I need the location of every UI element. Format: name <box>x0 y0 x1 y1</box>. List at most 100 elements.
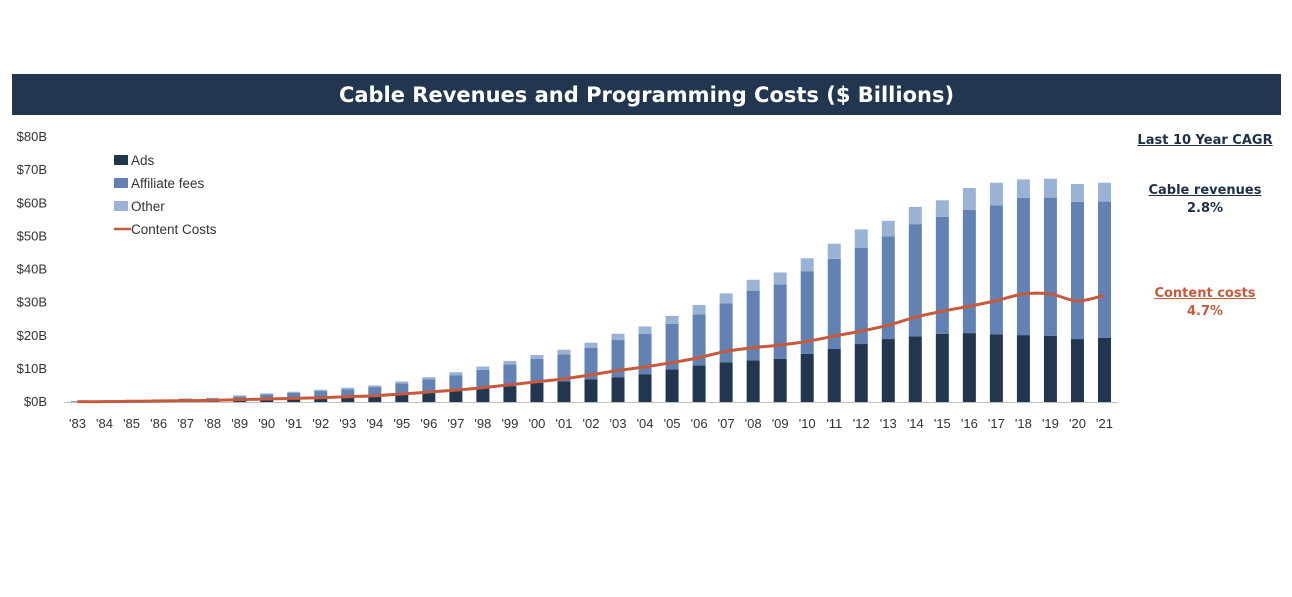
bar-other <box>287 391 301 393</box>
bar-other <box>557 349 571 355</box>
x-tick-label: '05 <box>664 416 681 431</box>
bar-affiliate-fees <box>908 224 922 337</box>
bar-ads <box>530 382 544 402</box>
y-tick-label: $80B <box>17 129 47 144</box>
x-tick-label: '91 <box>285 416 302 431</box>
x-tick-label: '96 <box>420 416 437 431</box>
x-tick-label: '10 <box>799 416 816 431</box>
x-tick-label: '93 <box>339 416 356 431</box>
legend-swatch <box>114 155 128 165</box>
x-tick-label: '02 <box>583 416 600 431</box>
bar-affiliate-fees <box>854 247 868 345</box>
bar-other <box>422 377 436 380</box>
bar-affiliate-fees <box>233 396 247 400</box>
y-tick-label: $10B <box>17 361 47 376</box>
x-tick-label: '07 <box>718 416 735 431</box>
bar-other <box>233 395 247 397</box>
bar-affiliate-fees <box>773 284 787 359</box>
bar-affiliate-fees <box>827 258 841 349</box>
bar-other <box>476 366 490 370</box>
x-tick-label: '90 <box>258 416 275 431</box>
x-tick-label: '13 <box>880 416 897 431</box>
bar-other <box>584 342 598 349</box>
bar-ads <box>1043 335 1057 402</box>
y-tick-label: $30B <box>17 295 47 310</box>
bar-other <box>692 304 706 315</box>
bar-other <box>1043 178 1057 198</box>
x-tick-label: '04 <box>637 416 654 431</box>
bar-ads <box>422 392 436 402</box>
bar-ads <box>368 396 382 402</box>
x-tick-label: '19 <box>1042 416 1059 431</box>
bar-other <box>665 315 679 324</box>
bar-ads <box>773 358 787 402</box>
bar-ads <box>881 339 895 402</box>
bar-affiliate-fees <box>1016 197 1030 336</box>
legend-label: Ads <box>131 153 155 168</box>
x-tick-label: '06 <box>691 416 708 431</box>
x-tick-label: '03 <box>610 416 627 431</box>
bar-other <box>179 398 193 400</box>
bar-affiliate-fees <box>1043 197 1057 336</box>
x-tick-label: '85 <box>123 416 140 431</box>
x-tick-label: '00 <box>528 416 545 431</box>
x-tick-label: '08 <box>745 416 762 431</box>
bar-affiliate-fees <box>962 209 976 334</box>
x-tick-label: '11 <box>826 416 842 431</box>
y-tick-label: $50B <box>17 228 47 243</box>
x-tick-label: '16 <box>961 416 978 431</box>
x-tick-label: '95 <box>393 416 410 431</box>
bar-ads <box>800 353 814 402</box>
bar-other <box>341 387 355 390</box>
bar-ads <box>665 369 679 402</box>
cagr-title: Last 10 Year CAGR <box>1137 133 1273 148</box>
bar-affiliate-fees <box>719 303 733 363</box>
bar-ads <box>1097 337 1111 402</box>
x-tick-label: '88 <box>204 416 221 431</box>
bar-affiliate-fees <box>260 394 274 400</box>
bar-other <box>260 393 274 395</box>
bar-other <box>1097 182 1111 202</box>
bar-other <box>1070 184 1084 202</box>
y-tick-label: $20B <box>17 328 47 343</box>
bar-affiliate-fees <box>638 333 652 375</box>
bar-affiliate-fees <box>503 364 517 387</box>
y-tick-label: $40B <box>17 262 47 277</box>
bar-affiliate-fees <box>557 354 571 382</box>
x-tick-label: '14 <box>907 416 924 431</box>
line-content-costs <box>77 291 1105 404</box>
bar-affiliate-fees <box>368 387 382 397</box>
bar-ads <box>584 379 598 402</box>
bar-other <box>773 272 787 285</box>
x-tick-label: '01 <box>555 416 572 431</box>
bar-ads <box>287 398 301 402</box>
bar-affiliate-fees <box>989 205 1003 335</box>
bar-affiliate-fees <box>314 391 328 399</box>
y-tick-label: $60B <box>17 195 47 210</box>
bar-other <box>314 389 328 392</box>
bar-other <box>1016 179 1030 198</box>
bar-other <box>881 220 895 237</box>
x-tick-label: '99 <box>501 416 518 431</box>
cagr-revenues-label: Cable revenues <box>1148 183 1262 198</box>
x-tick-label: '21 <box>1096 416 1113 431</box>
bar-ads <box>1016 335 1030 402</box>
bar-ads <box>395 394 409 402</box>
bar-other <box>989 182 1003 206</box>
x-tick-label: '94 <box>366 416 383 431</box>
bar-ads <box>827 349 841 402</box>
bar-affiliate-fees <box>665 323 679 370</box>
bar-other <box>638 326 652 334</box>
x-tick-label: '12 <box>853 416 870 431</box>
bar-ads <box>989 334 1003 402</box>
bar-affiliate-fees <box>449 375 463 391</box>
legend-label: Other <box>131 199 165 214</box>
y-tick-label: $0B <box>24 394 47 409</box>
bar-other <box>611 333 625 341</box>
bar-affiliate-fees <box>422 379 436 393</box>
y-tick-label: $70B <box>17 162 47 177</box>
bar-affiliate-fees <box>341 389 355 398</box>
bar-ads <box>1070 339 1084 402</box>
cagr-revenues-value: 2.8% <box>1186 201 1224 216</box>
bar-other <box>395 381 409 384</box>
